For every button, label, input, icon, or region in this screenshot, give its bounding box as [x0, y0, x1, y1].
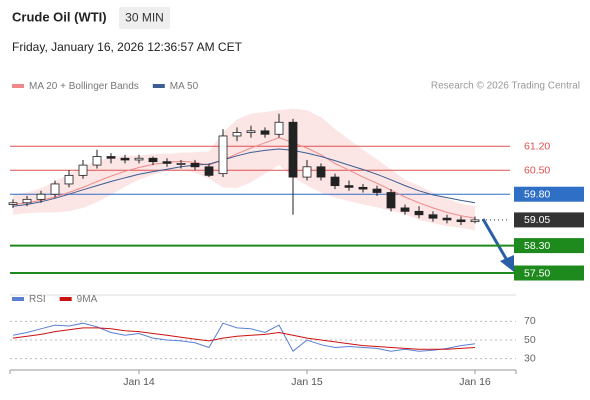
timeframe: 30 MIN: [125, 11, 164, 25]
candle-body: [302, 166, 312, 178]
candle-body: [64, 174, 74, 185]
candle-body: [372, 188, 382, 193]
candle-body: [260, 130, 270, 135]
candle-body: [442, 217, 452, 221]
moving-average: [12, 148, 476, 207]
source: Research © 2026 Trading Central: [431, 81, 580, 92]
level-tag: [514, 265, 584, 281]
candle-body: [120, 157, 130, 161]
candle-body: [428, 214, 438, 219]
x-tick-label: Jan 16: [459, 376, 491, 388]
legend-label: RSI: [29, 294, 46, 305]
candle-body: [162, 161, 172, 164]
candle-body: [246, 130, 256, 133]
candle-body: [22, 198, 32, 204]
forecast-arrow-head: [500, 255, 514, 272]
x-tick-label: Jan 14: [123, 376, 155, 388]
timeframe-badge: [119, 7, 170, 29]
candle-body: [106, 156, 116, 159]
level-tag: [514, 238, 584, 254]
candle-body: [358, 186, 368, 190]
candle-body: [148, 157, 158, 163]
level-label: 61.20: [524, 141, 550, 153]
rsi-line: [12, 327, 476, 350]
subtitle: Friday, January 16, 2026 12:36:57 AM CET: [12, 40, 243, 54]
candle-body: [386, 192, 396, 209]
candle-body: [316, 166, 326, 178]
legend-swatch: [152, 84, 165, 88]
level-label: 59.05: [524, 214, 550, 226]
level-tag: [514, 212, 584, 228]
candle-body: [134, 157, 144, 161]
legend-swatch: [12, 297, 24, 301]
level-tag: [514, 186, 584, 202]
candle-body: [232, 132, 242, 137]
level-label: 58.30: [524, 240, 550, 252]
x-tick-label: Jan 15: [291, 376, 323, 388]
candle-body: [400, 207, 410, 212]
candle-body: [330, 176, 340, 187]
bollinger-band: [13, 108, 475, 231]
candle-body: [78, 164, 88, 176]
candle-body: [36, 193, 46, 200]
candle-body: [456, 219, 466, 223]
moving-average: [12, 137, 476, 219]
level-label: 57.50: [524, 267, 550, 279]
candle-body: [470, 219, 480, 223]
legend-swatch: [59, 297, 72, 301]
level-label: 60.50: [524, 165, 550, 177]
legend-label: 9MA: [77, 294, 98, 305]
rsi-tick-label: 70: [524, 315, 536, 327]
candle-body: [414, 210, 424, 216]
legend-swatch: [12, 84, 24, 88]
candle-body: [50, 183, 60, 195]
candle-body: [344, 185, 354, 188]
level-label: 59.80: [524, 188, 550, 200]
legend-label: MA 50: [170, 81, 199, 92]
candle-body: [218, 135, 228, 175]
candle-body: [204, 166, 214, 176]
rsi-tick-label: 50: [524, 334, 536, 346]
candle-body: [176, 162, 186, 165]
chart-title: Crude Oil (WTI): [12, 9, 107, 24]
candle-body: [288, 121, 298, 178]
rsi-tick-label: 30: [524, 352, 536, 364]
rsi-line: [12, 322, 476, 352]
candle-body: [274, 121, 284, 135]
candle-body: [8, 202, 18, 205]
legend-label: MA 20 + Bollinger Bands: [29, 81, 139, 92]
candle-body: [190, 162, 200, 168]
forecast-arrow: [481, 218, 510, 263]
candle-body: [92, 156, 102, 166]
